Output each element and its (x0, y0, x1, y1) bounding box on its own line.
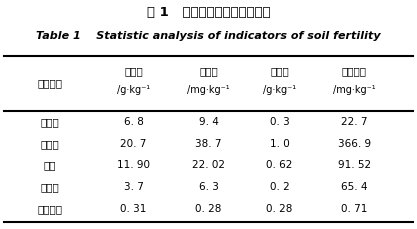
Text: 0. 2: 0. 2 (269, 182, 289, 192)
Text: 标准差: 标准差 (41, 182, 59, 192)
Text: 最大值: 最大值 (41, 139, 59, 149)
Text: 0. 28: 0. 28 (195, 204, 222, 214)
Text: /mg·kg⁻¹: /mg·kg⁻¹ (187, 85, 230, 95)
Text: 65. 4: 65. 4 (341, 182, 368, 192)
Text: 6. 3: 6. 3 (198, 182, 219, 192)
Text: 22. 02: 22. 02 (192, 161, 225, 170)
Text: 22. 7: 22. 7 (341, 117, 368, 127)
Text: 0. 62: 0. 62 (266, 161, 293, 170)
Text: /g·kg⁻¹: /g·kg⁻¹ (263, 85, 296, 95)
Text: 0. 3: 0. 3 (269, 117, 289, 127)
Text: 0. 31: 0. 31 (120, 204, 147, 214)
Text: 9. 4: 9. 4 (198, 117, 219, 127)
Text: 91. 52: 91. 52 (338, 161, 371, 170)
Text: 变异系数: 变异系数 (38, 204, 63, 214)
Text: 表 1   土壤各肥力指标统计分析: 表 1 土壤各肥力指标统计分析 (147, 6, 270, 19)
Text: 统计指标: 统计指标 (38, 79, 63, 89)
Text: 11. 90: 11. 90 (117, 161, 150, 170)
Text: 38. 7: 38. 7 (195, 139, 222, 149)
Text: 1. 0: 1. 0 (269, 139, 289, 149)
Text: 6. 8: 6. 8 (123, 117, 143, 127)
Text: 0. 71: 0. 71 (341, 204, 368, 214)
Text: 有效磷: 有效磷 (199, 66, 218, 76)
Text: /g·kg⁻¹: /g·kg⁻¹ (117, 85, 150, 95)
Text: 最小值: 最小值 (41, 117, 59, 127)
Text: /mg·kg⁻¹: /mg·kg⁻¹ (333, 85, 376, 95)
Text: 水解性氮: 水解性氮 (342, 66, 367, 76)
Text: 0. 28: 0. 28 (266, 204, 293, 214)
Text: Table 1    Statistic analysis of indicators of soil fertility: Table 1 Statistic analysis of indicators… (36, 31, 381, 41)
Text: 20. 7: 20. 7 (120, 139, 147, 149)
Text: 3. 7: 3. 7 (123, 182, 143, 192)
Text: 有机质: 有机质 (124, 66, 143, 76)
Text: 速效钾: 速效钾 (270, 66, 289, 76)
Text: 均值: 均值 (44, 161, 56, 170)
Text: 366. 9: 366. 9 (338, 139, 371, 149)
